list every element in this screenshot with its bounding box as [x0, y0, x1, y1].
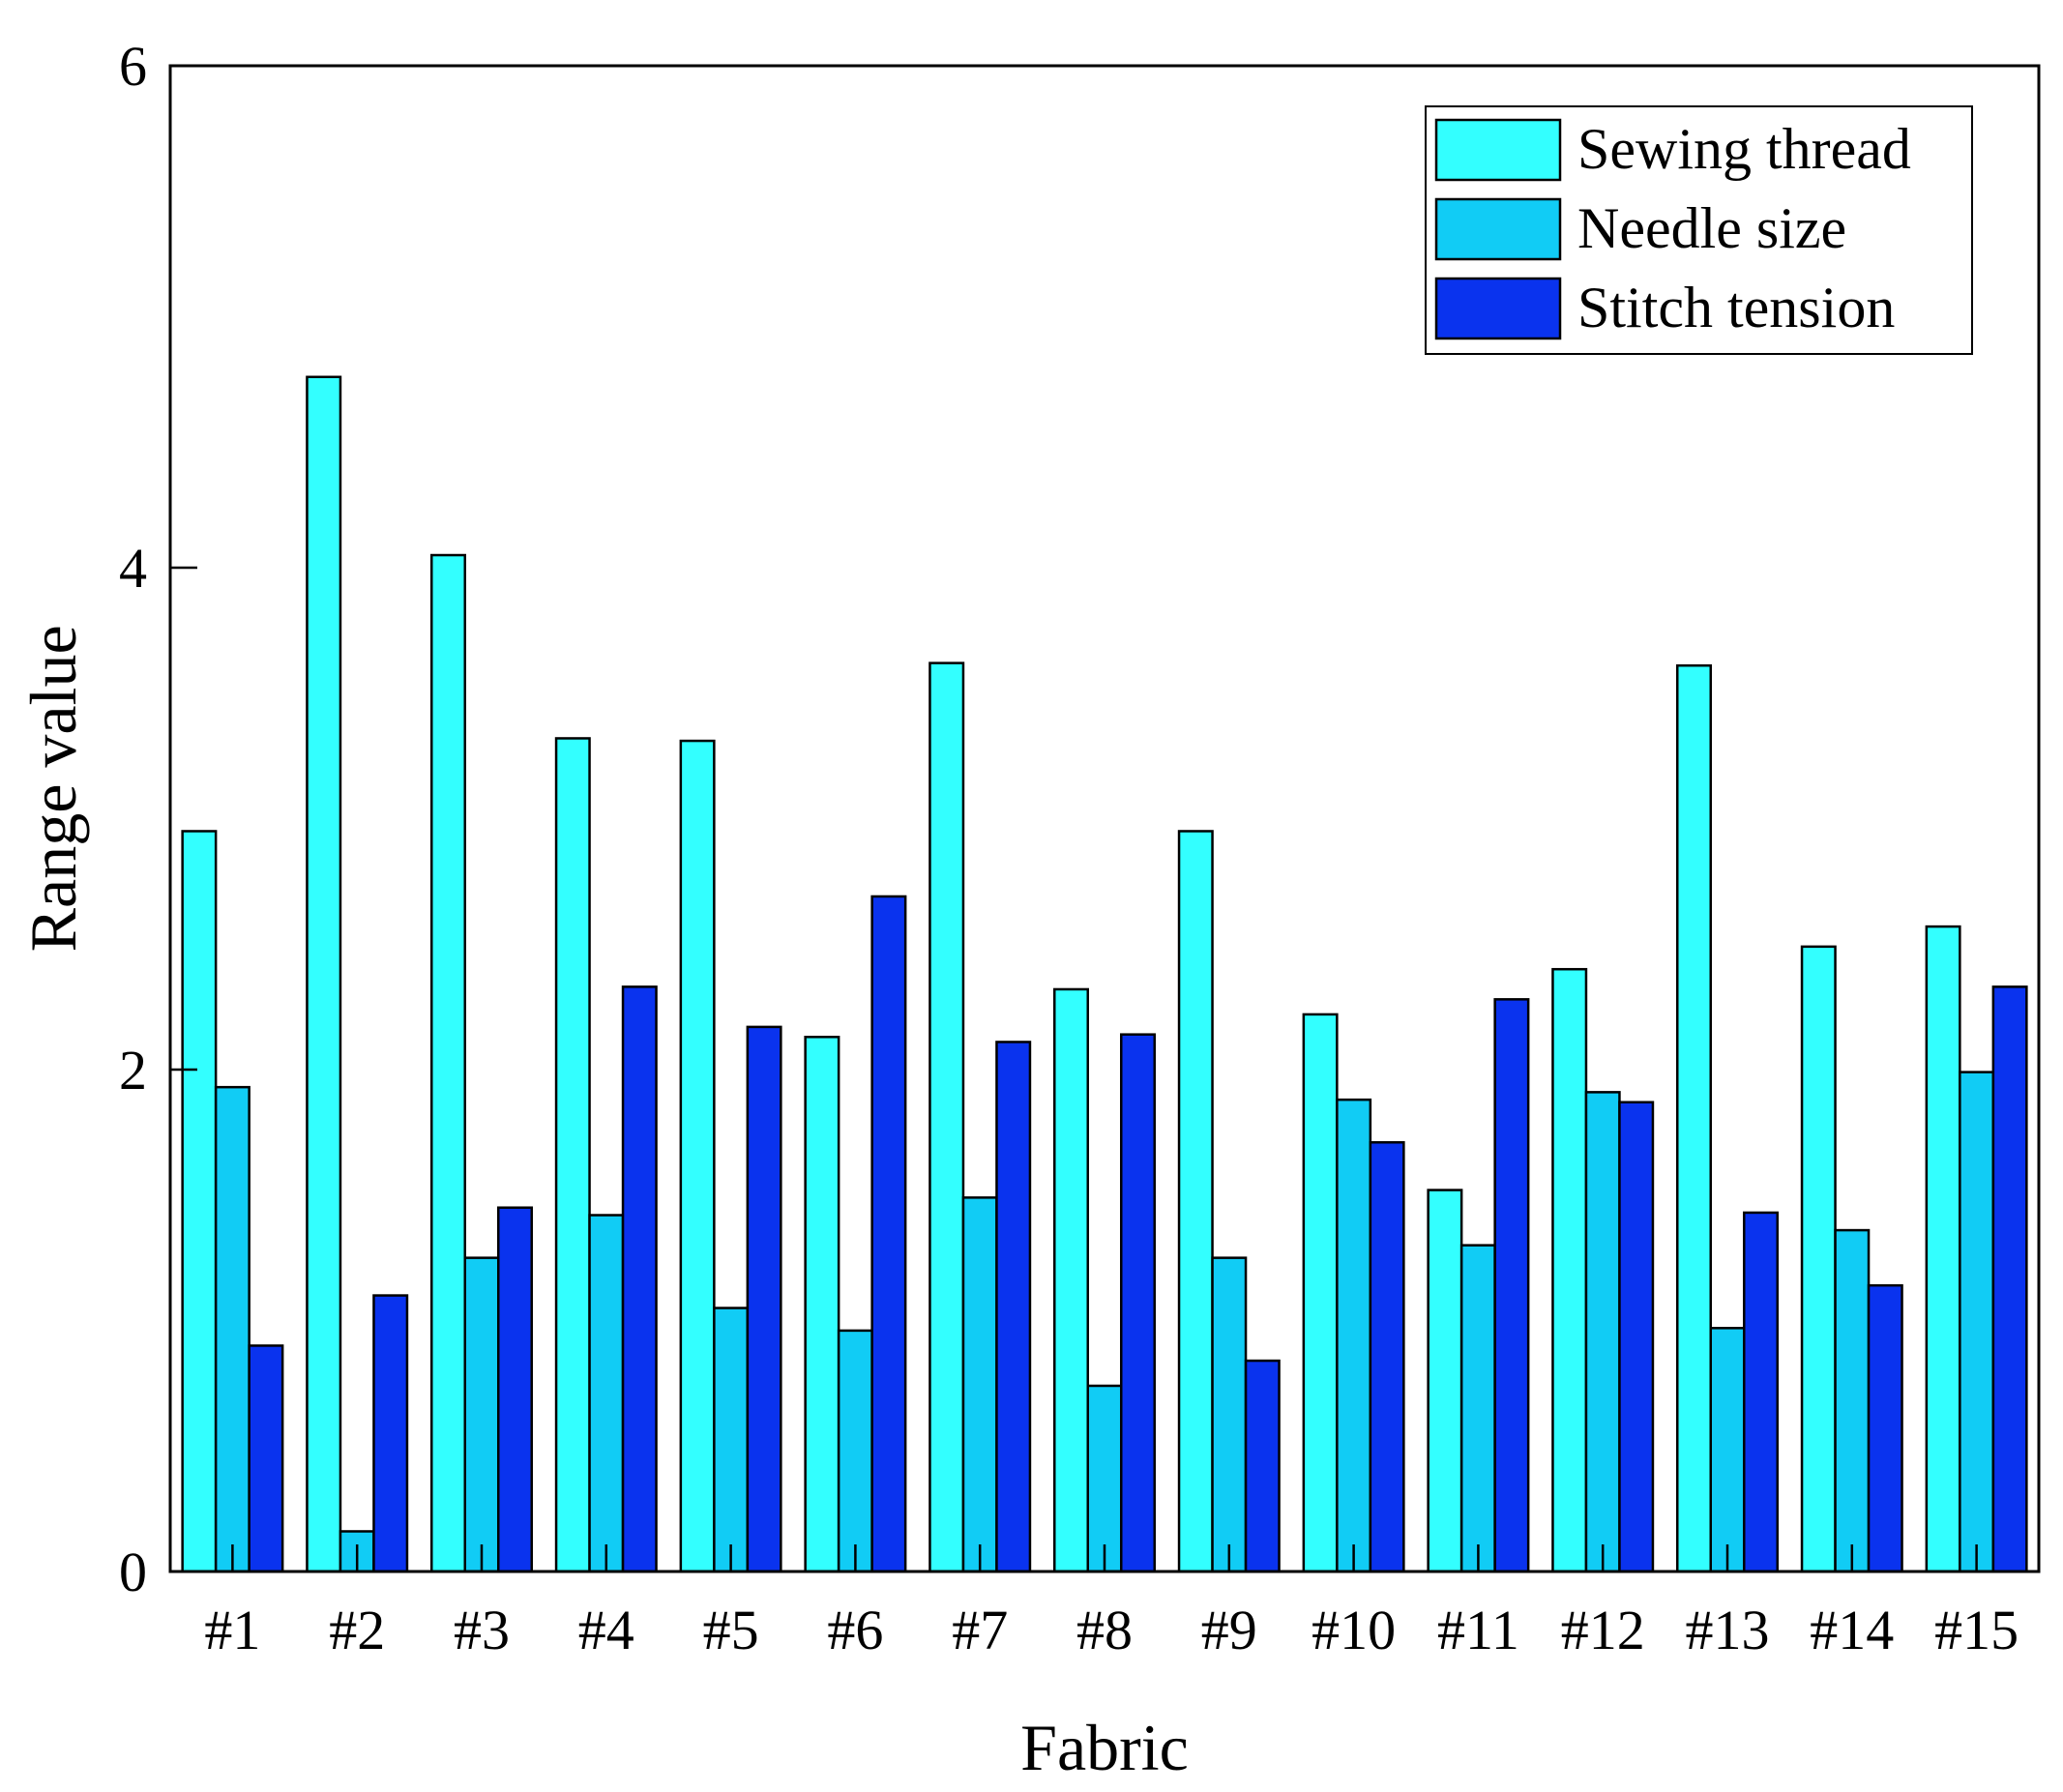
bar-sewing-thread-fabric-8: [1053, 987, 1089, 1573]
x-tick-label: #3: [454, 1599, 510, 1661]
bar-needle-size-fabric-8: [1086, 1384, 1123, 1573]
y-tick-label: 2: [119, 1039, 147, 1102]
bar-stitch-tension-fabric-14: [1867, 1283, 1903, 1573]
bar-stitch-tension-fabric-9: [1244, 1359, 1281, 1573]
bar-needle-size-fabric-13: [1709, 1327, 1746, 1573]
legend: Sewing thread Needle size Stitch tension: [1425, 105, 1973, 355]
bar-needle-size-fabric-5: [713, 1307, 750, 1573]
y-tick-label: 6: [119, 35, 147, 98]
x-tick-label: #15: [1934, 1599, 2019, 1661]
bar-sewing-thread-fabric-6: [804, 1036, 840, 1573]
bar-stitch-tension-fabric-4: [621, 985, 658, 1573]
bar-sewing-thread-fabric-11: [1427, 1189, 1463, 1573]
x-tick-label: #12: [1561, 1599, 1645, 1661]
x-tick-label: #6: [827, 1599, 883, 1661]
bar-sewing-thread-fabric-9: [1177, 830, 1214, 1573]
bar-sewing-thread-fabric-2: [306, 375, 342, 1573]
bar-needle-size-fabric-10: [1336, 1098, 1372, 1573]
bar-stitch-tension-fabric-3: [497, 1206, 533, 1573]
bar-needle-size-fabric-6: [837, 1329, 873, 1573]
bar-needle-size-fabric-14: [1834, 1228, 1871, 1573]
bar-stitch-tension-fabric-12: [1618, 1101, 1655, 1573]
bar-sewing-thread-fabric-3: [430, 553, 466, 1573]
bar-stitch-tension-fabric-1: [248, 1344, 284, 1573]
y-tick-label: 4: [119, 537, 147, 600]
x-tick-label: #9: [1201, 1599, 1257, 1661]
bar-sewing-thread-fabric-12: [1551, 967, 1588, 1573]
bar-sewing-thread-fabric-1: [181, 830, 218, 1573]
bar-needle-size-fabric-12: [1584, 1091, 1621, 1573]
bar-stitch-tension-fabric-13: [1743, 1211, 1779, 1573]
bar-sewing-thread-fabric-15: [1925, 925, 1961, 1573]
legend-swatch-sewing-thread: [1434, 118, 1562, 182]
x-tick-label: #5: [703, 1599, 759, 1661]
bar-sewing-thread-fabric-14: [1800, 945, 1837, 1573]
legend-swatch-stitch-tension: [1434, 277, 1562, 340]
bar-needle-size-fabric-1: [214, 1085, 251, 1573]
bar-stitch-tension-fabric-5: [746, 1025, 782, 1573]
x-tick-label: #1: [204, 1599, 260, 1661]
x-tick-label: #7: [952, 1599, 1008, 1661]
x-tick-label: #10: [1311, 1599, 1396, 1661]
x-tick-label: #2: [329, 1599, 385, 1661]
x-axis-title: Fabric: [1020, 1711, 1189, 1784]
legend-label-stitch-tension: Stitch tension: [1577, 276, 1895, 339]
legend-label-needle-size: Needle size: [1577, 196, 1846, 260]
plot-frame: [168, 64, 2041, 1573]
axes-layer: #1 #2 #3 #4 #5 #6 #7 #8 #9 #10 #11 #12 #13 #14 #15 0 2 4 6: [119, 35, 2041, 1661]
bar-stitch-tension-fabric-6: [870, 895, 907, 1573]
bar-stitch-tension-fabric-7: [995, 1041, 1032, 1573]
bar-needle-size-fabric-15: [1959, 1071, 1995, 1573]
y-axis-title: Range value: [16, 625, 90, 952]
y-tick-label: 0: [119, 1541, 147, 1603]
x-tick-label: #8: [1076, 1599, 1133, 1661]
bar-needle-size-fabric-11: [1459, 1244, 1496, 1573]
x-tick-label: #13: [1686, 1599, 1770, 1661]
bar-sewing-thread-fabric-13: [1676, 663, 1712, 1573]
bar-stitch-tension-fabric-15: [1991, 985, 2028, 1573]
bar-needle-size-fabric-3: [463, 1256, 500, 1573]
bar-sewing-thread-fabric-4: [554, 737, 591, 1573]
bar-sewing-thread-fabric-10: [1302, 1013, 1339, 1573]
bar-sewing-thread-fabric-5: [679, 739, 716, 1573]
legend-label-sewing-thread: Sewing thread: [1577, 117, 1911, 181]
bar-needle-size-fabric-7: [961, 1196, 998, 1573]
bar-needle-size-fabric-4: [588, 1214, 625, 1573]
bar-stitch-tension-fabric-10: [1369, 1141, 1405, 1573]
x-tick-label: #14: [1810, 1599, 1894, 1661]
x-tick-label: #11: [1437, 1599, 1519, 1661]
legend-swatch-needle-size: [1434, 197, 1562, 261]
x-tick-label: #4: [578, 1599, 634, 1661]
bar-stitch-tension-fabric-2: [372, 1294, 409, 1573]
bar-sewing-thread-fabric-7: [928, 661, 965, 1573]
bars-layer: [181, 375, 2028, 1573]
bar-stitch-tension-fabric-8: [1120, 1033, 1156, 1573]
bar-stitch-tension-fabric-11: [1493, 998, 1530, 1573]
bar-needle-size-fabric-9: [1211, 1256, 1248, 1573]
